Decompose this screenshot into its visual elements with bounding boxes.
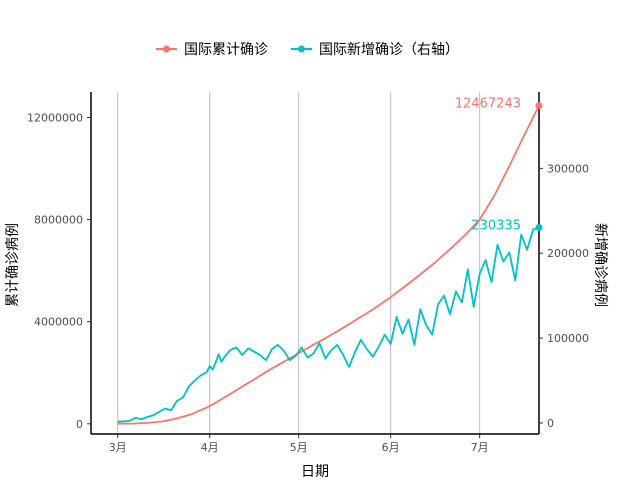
y-left-tick-label-1: 4000000 bbox=[34, 316, 83, 329]
y-right-axis-title: 新增确诊病例 bbox=[592, 223, 608, 307]
legend-new-marker bbox=[298, 45, 305, 53]
vertical-gridlines bbox=[117, 92, 481, 434]
legend-cumulative-marker bbox=[163, 45, 170, 53]
end-label-cumulative: 12467243 bbox=[455, 97, 521, 112]
x-tick-label-3: 6月 bbox=[382, 441, 400, 454]
x-tick-label-0: 3月 bbox=[109, 441, 127, 454]
y-right-tick-label-1: 100000 bbox=[547, 332, 589, 345]
end-marker-new bbox=[535, 223, 543, 231]
x-axis-title: 日期 bbox=[301, 464, 329, 480]
y-left-tick-label-2: 8000000 bbox=[34, 214, 83, 227]
x-tick-label-2: 5月 bbox=[290, 441, 308, 454]
y-left-tick-label-0: 0 bbox=[76, 418, 83, 431]
y-right-tick-label-3: 300000 bbox=[547, 162, 589, 175]
legend-new-label: 国际新增确诊（右轴） bbox=[319, 42, 459, 58]
y-left-tick-label-3: 12000000 bbox=[27, 112, 83, 125]
x-tick-label-1: 4月 bbox=[201, 441, 219, 454]
tick-labels: 3月 4月 5月 6月 7月 0 4000000 8000000 12000000 0 100000… bbox=[27, 112, 589, 454]
series-line-new bbox=[117, 226, 540, 423]
y-right-tick-label-2: 200000 bbox=[547, 247, 589, 260]
legend-cumulative-label: 国际累计确诊 bbox=[184, 42, 268, 58]
legend: 国际累计确诊 国际新增确诊（右轴） bbox=[156, 42, 459, 58]
series-line-cumulative bbox=[117, 105, 540, 425]
axes bbox=[87, 92, 543, 438]
end-marker-cumulative bbox=[535, 102, 543, 110]
end-label-new: 230335 bbox=[471, 218, 521, 233]
y-right-tick-label-0: 0 bbox=[547, 417, 554, 430]
x-tick-label-4: 7月 bbox=[471, 441, 489, 454]
series-layer: 12467243 230335 bbox=[117, 97, 543, 425]
legend-item-new: 国际新增确诊（右轴） bbox=[291, 42, 459, 58]
legend-item-cumulative: 国际累计确诊 bbox=[156, 42, 268, 58]
y-left-axis-title: 累计确诊病例 bbox=[5, 223, 21, 307]
